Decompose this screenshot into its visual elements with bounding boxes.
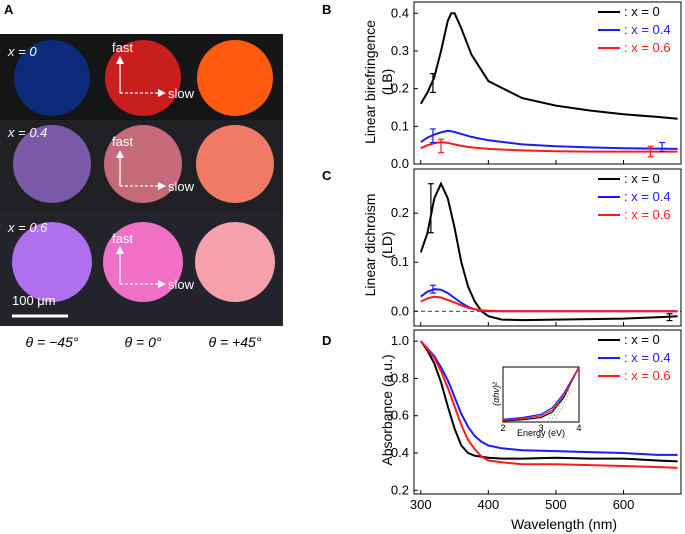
angle-label-plus45: θ = +45° xyxy=(209,334,262,350)
inset-fit-line-3 xyxy=(546,388,568,423)
chart-c-ylabel-line1: Linear dichroism xyxy=(362,194,378,297)
chart-d-legend-label-1: : x = 0 xyxy=(624,332,660,347)
inset-curve-2 xyxy=(502,366,580,420)
chart-c: Linear dichroism (LD) 0.0 0.1 0.2 : x = 0 : … xyxy=(362,168,682,327)
inset-xtick-3: 3 xyxy=(538,423,543,433)
chart-d-series-2 xyxy=(420,340,678,456)
row-label-x0: x = 0 xyxy=(7,44,37,59)
chart-b-ylabel-line1: Linear birefringence xyxy=(362,20,378,144)
sample-disc-row1-col2 xyxy=(105,40,181,116)
axis-arrows-row1: fast slow xyxy=(112,40,195,101)
chart-c-series-1 xyxy=(419,181,678,322)
chart-b-series-2 xyxy=(420,129,678,150)
chart-b-ytick-label: 0.2 xyxy=(391,81,409,96)
chart-d-xtick-label: 400 xyxy=(478,497,500,512)
fast-label-row3: fast xyxy=(112,231,133,246)
fast-label-row2: fast xyxy=(112,134,133,149)
chart-b: Linear birefringence (LB) 0.00.10.20.30.… xyxy=(362,1,682,171)
absorption-inset: (αhν)² 2 3 4 Energy (eV) xyxy=(491,366,582,438)
chart-c-series-2 xyxy=(420,288,678,313)
chart-d-ytick-label: 0.4 xyxy=(391,445,409,460)
chart-c-legend-label-3: : x = 0.6 xyxy=(624,207,671,222)
chart-b-legend-label-2: : x = 0.4 xyxy=(624,22,671,37)
panel-label-b: B xyxy=(322,2,331,17)
chart-b-ytick-label: 0.4 xyxy=(391,5,409,20)
chart-d-ytick-label: 0.2 xyxy=(391,482,409,497)
chart-d-ylabel: Absorbance (a.u.) xyxy=(379,354,395,465)
inset-ylabel: (αhν)² xyxy=(491,381,501,406)
chart-d-ytick-label: 1.0 xyxy=(391,333,409,348)
chart-b-ylabel-line2: (LB) xyxy=(379,69,395,95)
chart-d-frame xyxy=(413,329,682,495)
chart-b-ytick-label: 0.1 xyxy=(391,118,409,133)
row-label-x06: x = 0.6 xyxy=(7,220,48,235)
chart-c-legend-label-2: : x = 0.4 xyxy=(624,189,671,204)
chart-c-ytick-label: 0.1 xyxy=(391,254,409,269)
chart-c-legend-label-1: : x = 0 xyxy=(624,171,660,186)
chart-b-plot: 0.0 0.1 0.2 0.3 0.4 : x = 0 : x = 0.4 : x = 0.6 xyxy=(391,1,682,171)
sample-disc-row2-col3 xyxy=(196,125,274,203)
chart-d-ytick-label: 0.6 xyxy=(391,408,409,423)
sample-discs xyxy=(12,40,275,302)
panel-label-a: A xyxy=(4,2,14,17)
sample-disc-row3-col3 xyxy=(195,222,275,302)
chart-d-xtick-label: 600 xyxy=(613,497,635,512)
sample-disc-row2-col2 xyxy=(104,125,182,203)
chart-b-series-3 xyxy=(420,141,678,153)
slow-label-row3: slow xyxy=(168,277,195,292)
slow-label-row2: slow xyxy=(168,179,195,194)
inset-xtick-2: 2 xyxy=(500,423,505,433)
chart-d-series-3 xyxy=(420,340,678,469)
panel-label-c: C xyxy=(322,168,332,183)
panel-label-d: D xyxy=(322,333,331,348)
chart-b-legend-label-1: : x = 0 xyxy=(624,4,660,19)
chart-c-ylabel-line2: (LD) xyxy=(379,231,395,258)
fast-label-row1: fast xyxy=(112,40,133,55)
chart-b-frame xyxy=(413,1,682,165)
fast-slow-axes: fast slow fast slow fast slow xyxy=(112,40,195,292)
chart-b-legend-label-3: : x = 0.6 xyxy=(624,40,671,55)
chart-c-series-3 xyxy=(420,295,678,313)
row-labels: x = 0 x = 0.4 x = 0.6 xyxy=(7,44,48,235)
inset-curves xyxy=(502,366,580,423)
inset-xlabel: Energy (eV) xyxy=(517,428,565,438)
chart-d: Absorbance (a.u.) 0.2 0.4 0.6 0.8 1.0 300 400 5… xyxy=(379,329,682,532)
chart-b-series-1 xyxy=(419,12,678,120)
inset-fit-line-2 xyxy=(550,388,570,423)
inset-fit-line-1 xyxy=(554,388,572,423)
sample-disc-row2-col1 xyxy=(13,125,91,203)
chart-d-legend-label-3: : x = 0.6 xyxy=(624,368,671,383)
axis-arrows-row2: fast slow xyxy=(112,134,195,194)
sample-disc-row3-col2 xyxy=(103,222,183,302)
chart-d-ytick-label: 0.8 xyxy=(391,370,409,385)
sample-disc-row1-col3 xyxy=(197,40,273,116)
chart-d-xtick-label: 300 xyxy=(410,497,432,512)
row-label-x04: x = 0.4 xyxy=(7,125,47,140)
chart-d-xlabel: Wavelength (nm) xyxy=(511,516,617,532)
slow-label-row1: slow xyxy=(168,86,195,101)
chart-c-ytick-label: 0.2 xyxy=(391,205,409,220)
sample-disc-row1-col1 xyxy=(14,40,90,116)
scalebar-label: 100 μm xyxy=(12,293,56,308)
angle-label-0: θ = 0° xyxy=(125,334,162,350)
chart-c-plot: 0.0 0.1 0.2 : x = 0 : x = 0.4 : x = 0.6 xyxy=(391,168,682,327)
angle-label-minus45: θ = −45° xyxy=(26,334,79,350)
chart-d-series-1 xyxy=(419,340,678,463)
axis-arrows-row3: fast slow xyxy=(112,231,195,292)
chart-d-plot: 0.2 0.4 0.6 0.8 1.0 300 400 500 600 : x = 0 : x = … xyxy=(391,329,682,512)
chart-b-ytick-label: 0.3 xyxy=(391,43,409,58)
chart-d-legend-label-2: : x = 0.4 xyxy=(624,350,671,365)
chart-c-frame xyxy=(413,168,682,327)
chart-b-ytick-label: 0.0 xyxy=(391,156,409,171)
chart-d-xtick-label: 500 xyxy=(545,497,567,512)
inset-xtick-4: 4 xyxy=(576,423,581,433)
chart-c-ytick-label: 0.0 xyxy=(391,303,409,318)
sample-disc-row3-col1 xyxy=(12,222,92,302)
